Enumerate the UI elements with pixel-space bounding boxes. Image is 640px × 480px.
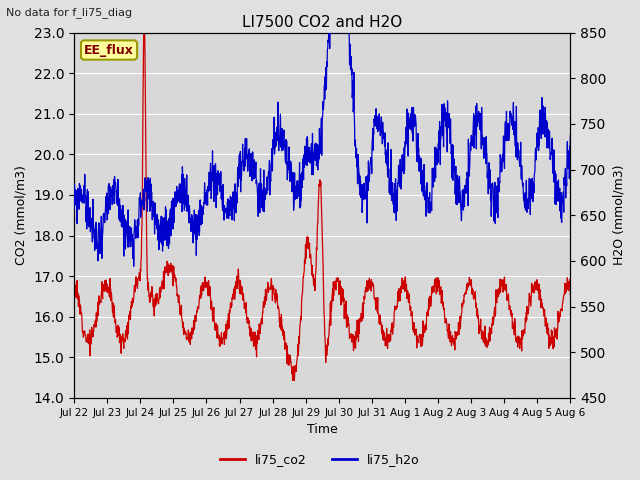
Legend: li75_co2, li75_h2o: li75_co2, li75_h2o [215,448,425,471]
Y-axis label: CO2 (mmol/m3): CO2 (mmol/m3) [15,165,28,265]
Text: EE_flux: EE_flux [84,44,134,57]
Y-axis label: H2O (mmol/m3): H2O (mmol/m3) [612,165,625,265]
Title: LI7500 CO2 and H2O: LI7500 CO2 and H2O [242,15,403,30]
Text: No data for f_li75_diag: No data for f_li75_diag [6,7,132,18]
X-axis label: Time: Time [307,423,338,436]
